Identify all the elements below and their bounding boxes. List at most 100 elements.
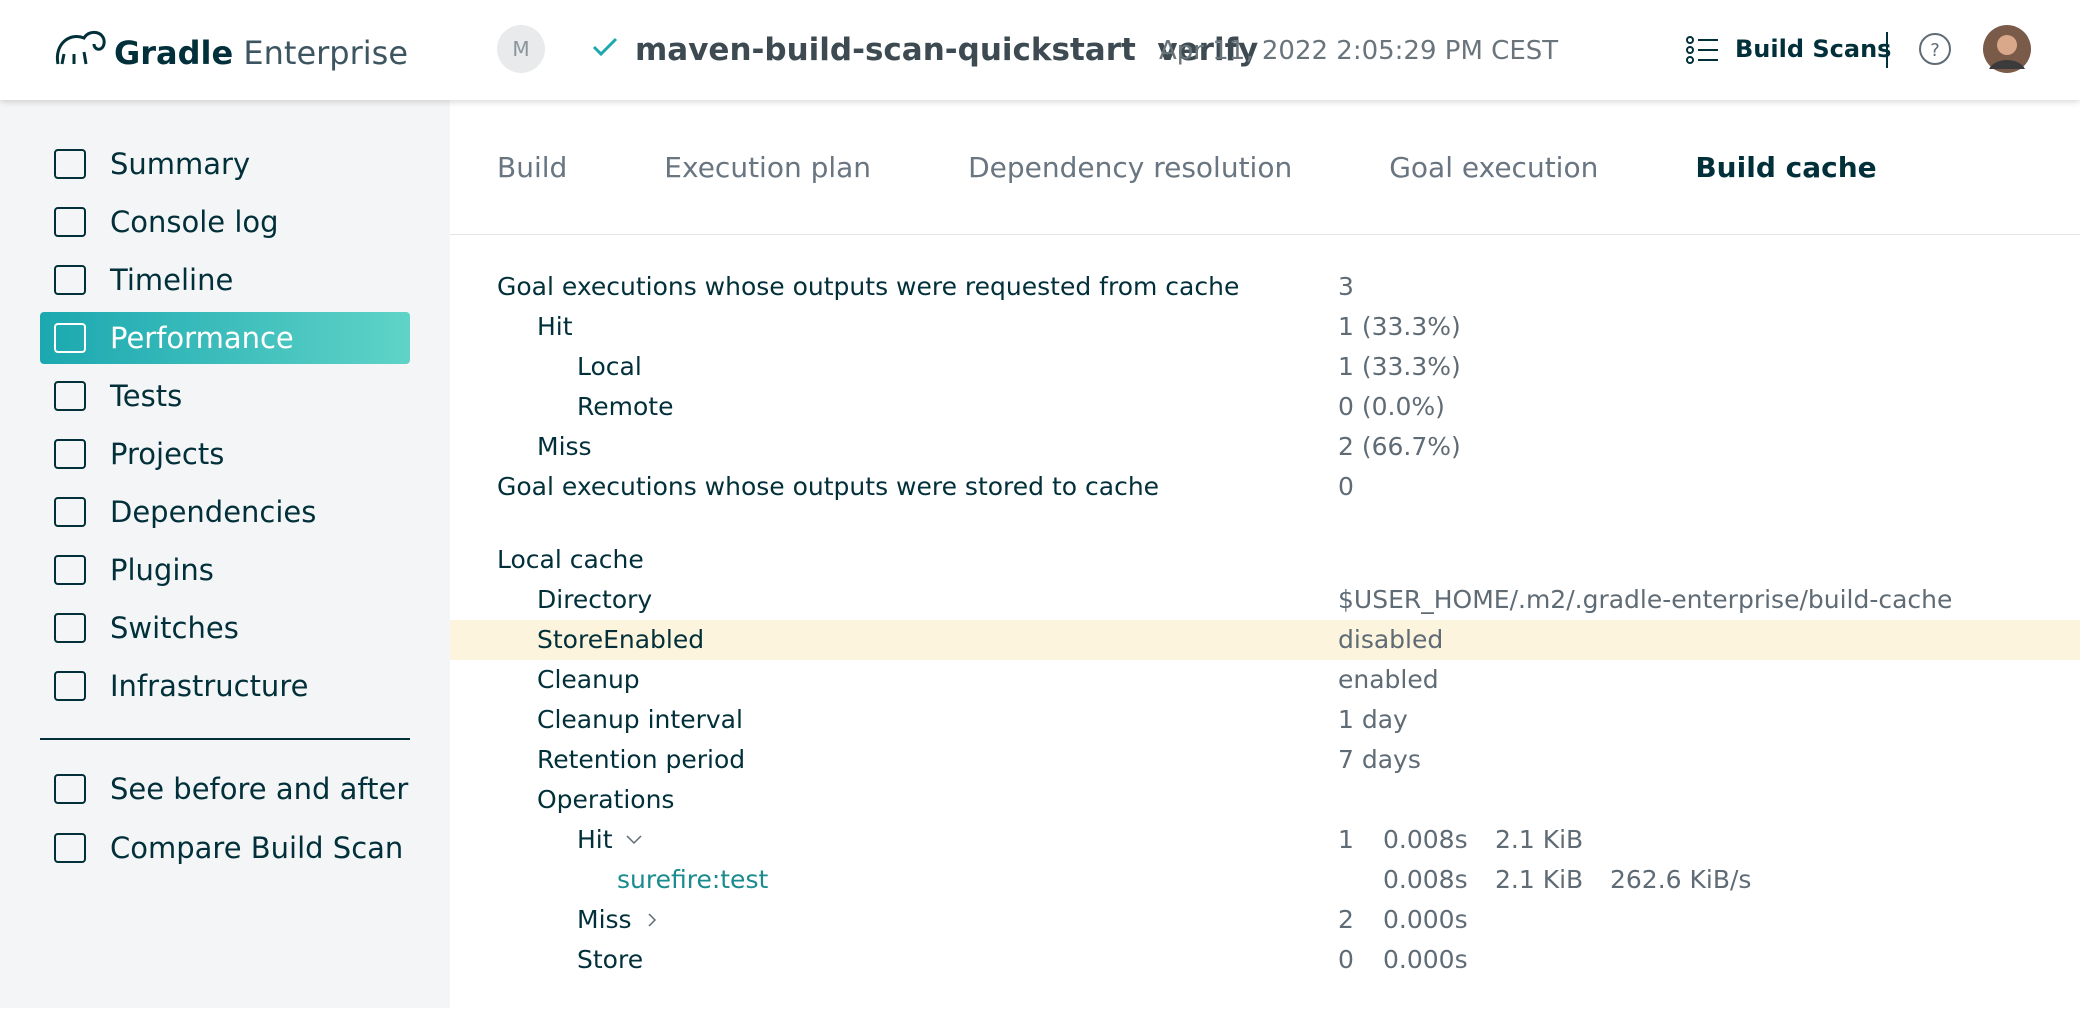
user-initial[interactable]: M — [497, 25, 545, 73]
nav-icon — [54, 555, 86, 585]
row-value: 2 (66.7%) — [1338, 432, 1461, 461]
nav-icon — [54, 207, 86, 237]
sidebar-divider — [40, 738, 410, 740]
data-row: Miss 2 0.000s — [450, 900, 2080, 940]
nav-label: See before and after — [110, 772, 409, 806]
build-scans-link[interactable]: Build Scans — [1735, 35, 1892, 63]
nav-icon — [54, 265, 86, 295]
row-label: Local — [577, 352, 642, 381]
nav-icon — [54, 323, 86, 353]
svg-text:?: ? — [1930, 40, 1940, 61]
data-row: Store 0 0.000s — [450, 940, 2080, 980]
timestamp: Apr 11, 2022 2:05:29 PM CEST — [1159, 36, 1559, 66]
data-row: surefire:test 0.008s 2.1 KiB 262.6 KiB/s — [450, 860, 2080, 900]
row-value: disabled — [1338, 625, 1444, 654]
data-row: Remote 0 (0.0%) — [450, 387, 2080, 427]
nav-item[interactable]: See before and after — [40, 763, 410, 815]
divider — [1886, 32, 1888, 68]
nav-item[interactable]: Timeline — [40, 254, 410, 306]
nav-label: Switches — [110, 611, 239, 645]
tab[interactable]: Build cache — [1695, 150, 1877, 184]
nav-icon — [54, 774, 86, 804]
row-label: Hit — [577, 820, 645, 860]
nav-item[interactable]: Tests — [40, 370, 410, 422]
toggle[interactable] — [623, 832, 645, 848]
row-value: $USER_HOME/.m2/.gradle-enterprise/build-… — [1338, 585, 1953, 614]
row-time: 0.000s — [1383, 945, 1468, 974]
nav-label: Performance — [110, 321, 294, 355]
row-label: Goal executions whose outputs were store… — [497, 472, 1160, 501]
nav-icon — [54, 833, 86, 863]
brand-light: Enterprise — [243, 34, 408, 72]
tab[interactable]: Execution plan — [664, 150, 872, 184]
tab-bar: Build Execution plan Dependency resolution… — [450, 100, 2080, 235]
data-row: Directory $USER_HOME/.m2/.gradle-enterpri… — [450, 580, 2080, 620]
help-icon[interactable]: ? — [1918, 32, 1952, 66]
user-avatar[interactable] — [1983, 25, 2031, 73]
nav-item[interactable]: Performance — [40, 312, 410, 364]
row-label: StoreEnabled — [537, 625, 705, 654]
row-label[interactable]: surefire:test — [617, 865, 769, 894]
nav-label: Projects — [110, 437, 225, 471]
brand: Gradle Enterprise — [114, 34, 408, 72]
nav-item[interactable]: Dependencies — [40, 486, 410, 538]
row-size: 2.1 KiB — [1495, 865, 1584, 894]
tab[interactable]: Dependency resolution — [968, 150, 1293, 184]
row-label: Remote — [577, 392, 674, 421]
data-row: Operations — [450, 780, 2080, 820]
nav-item[interactable]: Console log — [40, 196, 410, 248]
row-time: 0.008s — [1383, 865, 1468, 894]
data-row: Miss 2 (66.7%) — [450, 427, 2080, 467]
row-rate: 262.6 KiB/s — [1610, 865, 1752, 894]
nav-item[interactable]: Infrastructure — [40, 660, 410, 712]
row-value: enabled — [1338, 665, 1439, 694]
data-row: Hit 1 0.008s 2.1 KiB — [450, 820, 2080, 860]
nav-item[interactable]: Compare Build Scan — [40, 822, 410, 874]
toggle[interactable] — [642, 912, 664, 928]
list-icon[interactable] — [1686, 36, 1718, 64]
row-label: Hit — [537, 312, 573, 341]
nav-item[interactable]: Projects — [40, 428, 410, 480]
success-check — [592, 37, 618, 57]
data-row: Hit 1 (33.3%) — [450, 307, 2080, 347]
nav-label: Infrastructure — [110, 669, 309, 703]
row-label: Cleanup interval — [537, 705, 743, 734]
cache-details: Goal executions whose outputs were reque… — [450, 267, 2080, 1013]
nav-item[interactable]: Summary — [40, 138, 410, 190]
data-row: Goal executions whose outputs were store… — [450, 467, 2080, 507]
row-label: Operations — [537, 785, 675, 814]
nav-icon — [54, 497, 86, 527]
row-size: 2.1 KiB — [1495, 825, 1584, 854]
nav-icon — [54, 671, 86, 701]
nav-icon — [54, 381, 86, 411]
row-value: 1 (33.3%) — [1338, 352, 1461, 381]
data-row: Retention period 7 days — [450, 740, 2080, 780]
row-value: 0 (0.0%) — [1338, 392, 1445, 421]
tab[interactable]: Goal execution — [1389, 150, 1599, 184]
tab[interactable]: Build — [497, 150, 568, 184]
nav-icon — [54, 439, 86, 469]
data-row: Cleanup enabled — [450, 660, 2080, 700]
row-value: 3 — [1338, 272, 1354, 301]
row-count: 2 — [1338, 905, 1354, 934]
row-count: 0 — [1338, 945, 1354, 974]
project-name: maven-build-scan-quickstart — [635, 32, 1136, 68]
data-row: Local cache — [450, 540, 2080, 580]
row-value: 7 days — [1338, 745, 1421, 774]
row-label: Retention period — [537, 745, 746, 774]
section: Goal executions whose outputs were reque… — [450, 267, 2080, 507]
nav-label: Dependencies — [110, 495, 317, 529]
row-count: 1 — [1338, 825, 1354, 854]
row-label: Miss — [537, 432, 592, 461]
row-value: 0 — [1338, 472, 1354, 501]
header: Gradle Enterprise M maven-build-scan-qui… — [0, 0, 2080, 100]
nav-item[interactable]: Switches — [40, 602, 410, 654]
nav-item[interactable]: Plugins — [40, 544, 410, 596]
nav-label: Plugins — [110, 553, 214, 587]
row-label: Cleanup — [537, 665, 640, 694]
row-label: Goal executions whose outputs were reque… — [497, 272, 1240, 301]
sidebar: Summary Console log Timeline Performance Tes… — [0, 100, 450, 1008]
nav-icon — [54, 613, 86, 643]
data-row: StoreEnabled disabled — [450, 620, 2080, 660]
